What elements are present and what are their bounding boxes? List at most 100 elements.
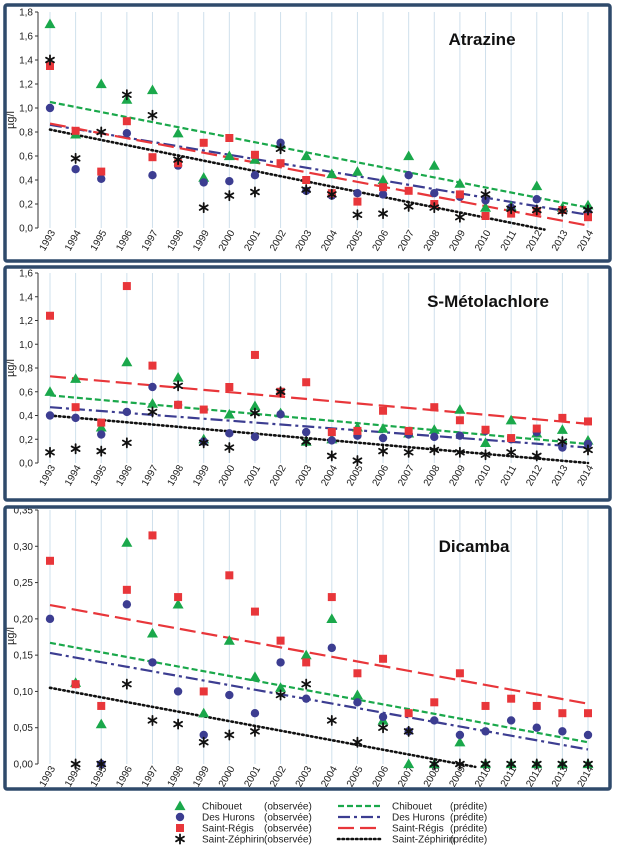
x-tick-label: 2003 (294, 228, 315, 253)
data-point-hurons (45, 411, 55, 420)
legend-tag: (prédite) (450, 813, 487, 824)
data-point-chibouet (249, 154, 261, 164)
data-point-hurons (301, 694, 311, 703)
data-point-chibouet (275, 682, 287, 692)
x-tick-label: 1995 (89, 764, 110, 789)
data-point-hurons (199, 178, 208, 187)
data-point-chibouet (223, 635, 235, 645)
x-tick-label: 2014 (576, 463, 597, 488)
x-tick-label: 2011 (499, 228, 519, 253)
y-tick-label: 1,0 (19, 340, 33, 351)
data-point-chibouet (223, 150, 235, 161)
data-point-chibouet (480, 437, 492, 447)
legend-label: Saint-Zéphirin (202, 835, 264, 846)
data-point-zephirin (250, 725, 260, 737)
data-point-zephirin (173, 380, 183, 392)
data-point-zephirin (326, 714, 337, 726)
data-point-chibouet (326, 613, 338, 623)
x-tick-label: 2001 (242, 463, 263, 488)
data-point-hurons (455, 431, 465, 440)
legend-tag: (prédite) (450, 802, 487, 813)
data-point-regis (379, 406, 388, 415)
data-point-regis (353, 669, 362, 678)
y-tick-label: 0,10 (14, 687, 34, 698)
x-tick-label: 2005 (345, 463, 366, 488)
x-tick-label: 1996 (114, 764, 135, 789)
y-tick-label: 1,4 (19, 292, 33, 303)
legend-label: Des Hurons (392, 813, 445, 824)
data-point-regis (71, 126, 80, 135)
x-tick-label: 2004 (319, 764, 340, 789)
data-point-zephirin (429, 202, 440, 214)
panel-title: S-Métolachlore (427, 292, 549, 311)
panel-frame (3, 505, 612, 791)
legend-tag: (prédite) (450, 824, 487, 835)
data-point-zephirin (429, 444, 440, 456)
data-point-chibouet (480, 202, 492, 212)
data-point-chibouet (121, 537, 133, 547)
x-tick-label: 2001 (242, 764, 263, 789)
x-tick-label: 1999 (191, 228, 212, 253)
data-point-zephirin (352, 455, 363, 467)
y-tick-label: 0,35 (14, 506, 34, 517)
data-point-zephirin (480, 188, 491, 200)
trend-line-zephirin (48, 128, 546, 231)
data-point-zephirin (198, 202, 209, 214)
data-point-chibouet (70, 373, 82, 383)
trend-line-chibouet (49, 100, 589, 209)
trend-line-hurons (49, 123, 589, 216)
data-point-zephirin (250, 407, 260, 419)
data-point-hurons (250, 709, 260, 718)
data-point-regis (507, 694, 516, 703)
data-point-regis (97, 418, 106, 427)
y-tick-label: 1,6 (19, 32, 33, 43)
series-zephirin (45, 54, 593, 223)
trend-line-regis (49, 603, 589, 705)
data-point-regis (97, 167, 106, 176)
data-point-regis (481, 701, 490, 710)
x-tick-label: 2008 (422, 228, 443, 253)
x-tick-label: 2004 (319, 228, 340, 253)
legend-label: Des Hurons (202, 813, 255, 824)
data-point-zephirin (480, 758, 491, 770)
trend-line-zephirin (48, 414, 590, 465)
data-point-chibouet (146, 84, 158, 95)
y-tick-label: 0,25 (14, 578, 34, 589)
data-point-hurons (353, 698, 362, 707)
data-point-hurons (583, 439, 593, 449)
data-point-zephirin (506, 203, 517, 215)
data-point-chibouet (249, 671, 261, 682)
data-point-zephirin (224, 729, 235, 741)
data-point-regis (148, 153, 157, 162)
data-point-zephirin (70, 443, 81, 455)
data-point-zephirin (455, 758, 465, 770)
legend-marker-zephirin (175, 833, 185, 845)
data-point-zephirin (583, 204, 593, 216)
data-point-zephirin (557, 205, 568, 217)
data-point-zephirin (147, 714, 158, 726)
data-point-chibouet (428, 424, 440, 434)
data-point-regis (379, 183, 388, 192)
data-point-zephirin (147, 109, 158, 121)
y-tick-label: 0,6 (19, 152, 33, 163)
data-point-chibouet (300, 150, 312, 161)
data-point-regis (122, 282, 131, 291)
data-point-zephirin (173, 154, 183, 166)
data-point-hurons (199, 730, 208, 740)
data-point-hurons (276, 410, 285, 419)
x-tick-label: 2009 (447, 764, 468, 789)
data-point-hurons (430, 189, 439, 198)
data-point-zephirin (224, 190, 235, 202)
y-tick-label: 0,2 (19, 435, 33, 446)
data-point-chibouet (351, 166, 363, 176)
data-point-chibouet (172, 127, 184, 138)
data-point-hurons (506, 716, 516, 725)
legend-label: Saint-Zéphirin (392, 835, 454, 846)
data-point-zephirin (121, 437, 132, 449)
data-point-zephirin (224, 442, 235, 454)
data-point-zephirin (301, 184, 312, 196)
data-point-regis (250, 350, 259, 359)
data-point-regis (46, 556, 54, 565)
trend-line-chibouet (49, 641, 589, 744)
